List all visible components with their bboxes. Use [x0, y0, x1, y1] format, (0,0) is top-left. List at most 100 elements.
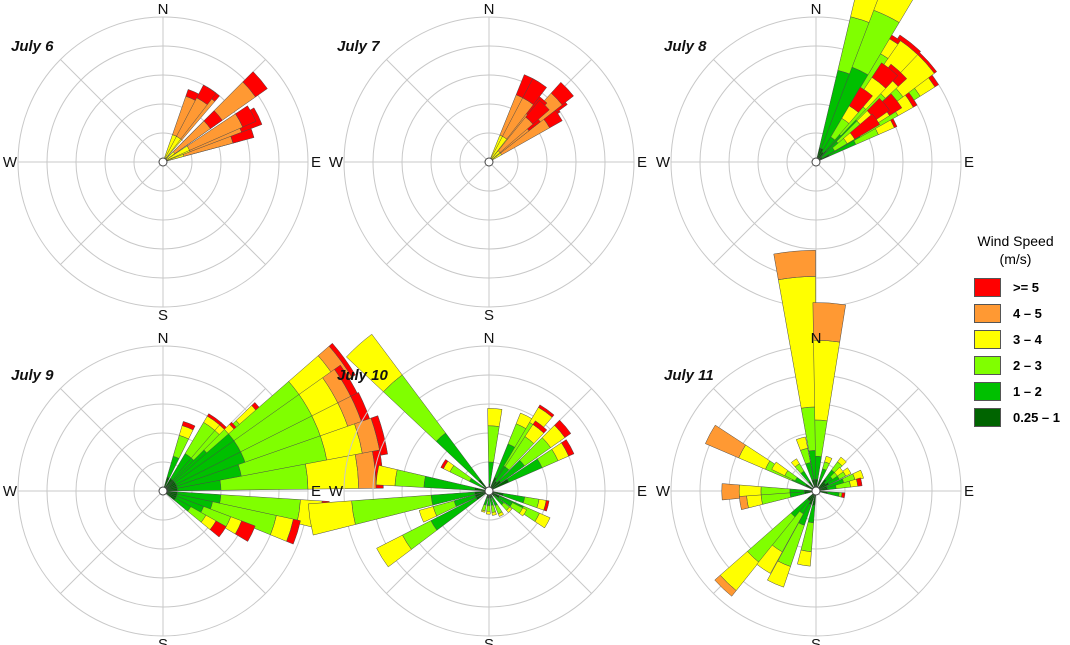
- petal-segment: [812, 302, 846, 343]
- petal-segment: [206, 413, 222, 426]
- petal-segment: [235, 105, 257, 128]
- petal-segment: [203, 110, 223, 129]
- petal-segment: [483, 497, 488, 506]
- petal-segment: [771, 461, 789, 477]
- rose-center: [811, 157, 821, 167]
- grid-spoke: [162, 161, 266, 265]
- wind-rose: N E S W July 10: [307, 330, 647, 645]
- grid-spoke: [386, 59, 490, 163]
- petal-segment: [486, 510, 491, 515]
- petal-segment: [307, 500, 356, 536]
- petal-segment: [487, 497, 491, 506]
- petal-segment: [491, 511, 497, 516]
- compass-label: S: [484, 636, 494, 645]
- rose-center: [158, 486, 168, 496]
- petal-segment: [871, 62, 899, 89]
- petal-segment: [181, 421, 196, 431]
- grid-spoke: [713, 388, 817, 492]
- legend: Wind Speed (m/s) >= 5 4 – 5 3 – 4 2 – 3 …: [968, 232, 1063, 432]
- petal-segment: [242, 71, 268, 98]
- petal-segment: [721, 483, 740, 501]
- petal-segment: [525, 99, 550, 125]
- petal-segment: [532, 420, 548, 434]
- rose-title: July 9: [11, 367, 54, 384]
- petal-segment: [767, 560, 791, 588]
- petal-segment: [714, 574, 737, 597]
- wind-rose: N E S W July 6: [3, 1, 321, 324]
- rose-center: [811, 486, 821, 496]
- grid-spoke: [488, 161, 592, 265]
- petal-segment: [550, 81, 574, 106]
- petal-segment: [418, 506, 437, 523]
- legend-label: 4 – 5: [1013, 305, 1042, 321]
- legend-label: 2 – 3: [1013, 357, 1042, 373]
- rose-center: [158, 157, 168, 167]
- grid-spoke: [386, 490, 490, 594]
- petal-segment: [824, 455, 833, 465]
- legend-label: >= 5: [1013, 279, 1040, 295]
- petal-segment: [842, 467, 852, 477]
- wind-rose: N E S W July 11: [656, 250, 974, 645]
- petal-segment: [814, 419, 828, 457]
- grid-spoke: [386, 161, 490, 265]
- petal-segment: [795, 436, 808, 451]
- petal-segment: [554, 419, 572, 438]
- compass-label: S: [158, 636, 168, 645]
- legend-swatch: [974, 355, 1001, 375]
- petal-segment: [375, 465, 398, 487]
- petal-segment: [522, 496, 540, 509]
- petal-segment: [234, 520, 256, 542]
- compass-label: S: [811, 636, 821, 645]
- compass-label: N: [158, 1, 169, 18]
- petal-segment: [849, 113, 881, 140]
- petal-segment: [394, 469, 426, 488]
- petal-segment: [856, 477, 863, 487]
- grid-spoke: [815, 161, 919, 265]
- petal-segment: [538, 404, 555, 418]
- petal-segment: [370, 415, 388, 456]
- petal-segment: [561, 439, 575, 457]
- petal-segment: [209, 520, 227, 538]
- compass-label: W: [656, 154, 671, 171]
- legend-swatch: [974, 381, 1001, 401]
- compass-label: N: [484, 330, 495, 347]
- grid-spoke: [60, 388, 164, 492]
- legend-swatch: [974, 277, 1001, 297]
- grid-spoke: [713, 161, 817, 265]
- petal-segment: [382, 374, 446, 442]
- legend-swatch: [974, 303, 1001, 323]
- grid-spoke: [713, 59, 817, 163]
- wind-rose: N E S W July 9: [3, 330, 388, 645]
- rose-center: [484, 486, 494, 496]
- compass-label: E: [311, 483, 321, 500]
- petal-segment: [345, 333, 403, 393]
- compass-label: N: [811, 330, 822, 347]
- petal-segment: [873, 0, 913, 23]
- legend-title-line1: Wind Speed: [977, 233, 1054, 249]
- petal-segment: [376, 534, 412, 568]
- petal-segment: [790, 458, 800, 468]
- petal-segment: [196, 84, 217, 105]
- rose-center: [484, 157, 494, 167]
- legend-item: 0.25 – 1: [968, 406, 1063, 428]
- compass-label: W: [329, 483, 344, 500]
- compass-label: N: [158, 330, 169, 347]
- grid-spoke: [60, 59, 164, 163]
- compass-label: E: [637, 154, 647, 171]
- rose-title: July 8: [664, 38, 707, 55]
- legend-label: 0.25 – 1: [1013, 409, 1060, 425]
- compass-label: W: [656, 483, 671, 500]
- wind-rose: N E S W July 7: [329, 1, 647, 324]
- compass-label: E: [964, 154, 974, 171]
- compass-label: N: [811, 1, 822, 18]
- compass-label: W: [329, 154, 344, 171]
- rose-title: July 10: [337, 367, 389, 384]
- compass-label: E: [311, 154, 321, 171]
- petal-segment: [834, 467, 844, 477]
- grid-spoke: [60, 161, 164, 265]
- legend-item: 4 – 5: [968, 302, 1063, 324]
- legend-item: 1 – 2: [968, 380, 1063, 402]
- petal-segment: [506, 506, 513, 513]
- petal-segment: [440, 459, 449, 470]
